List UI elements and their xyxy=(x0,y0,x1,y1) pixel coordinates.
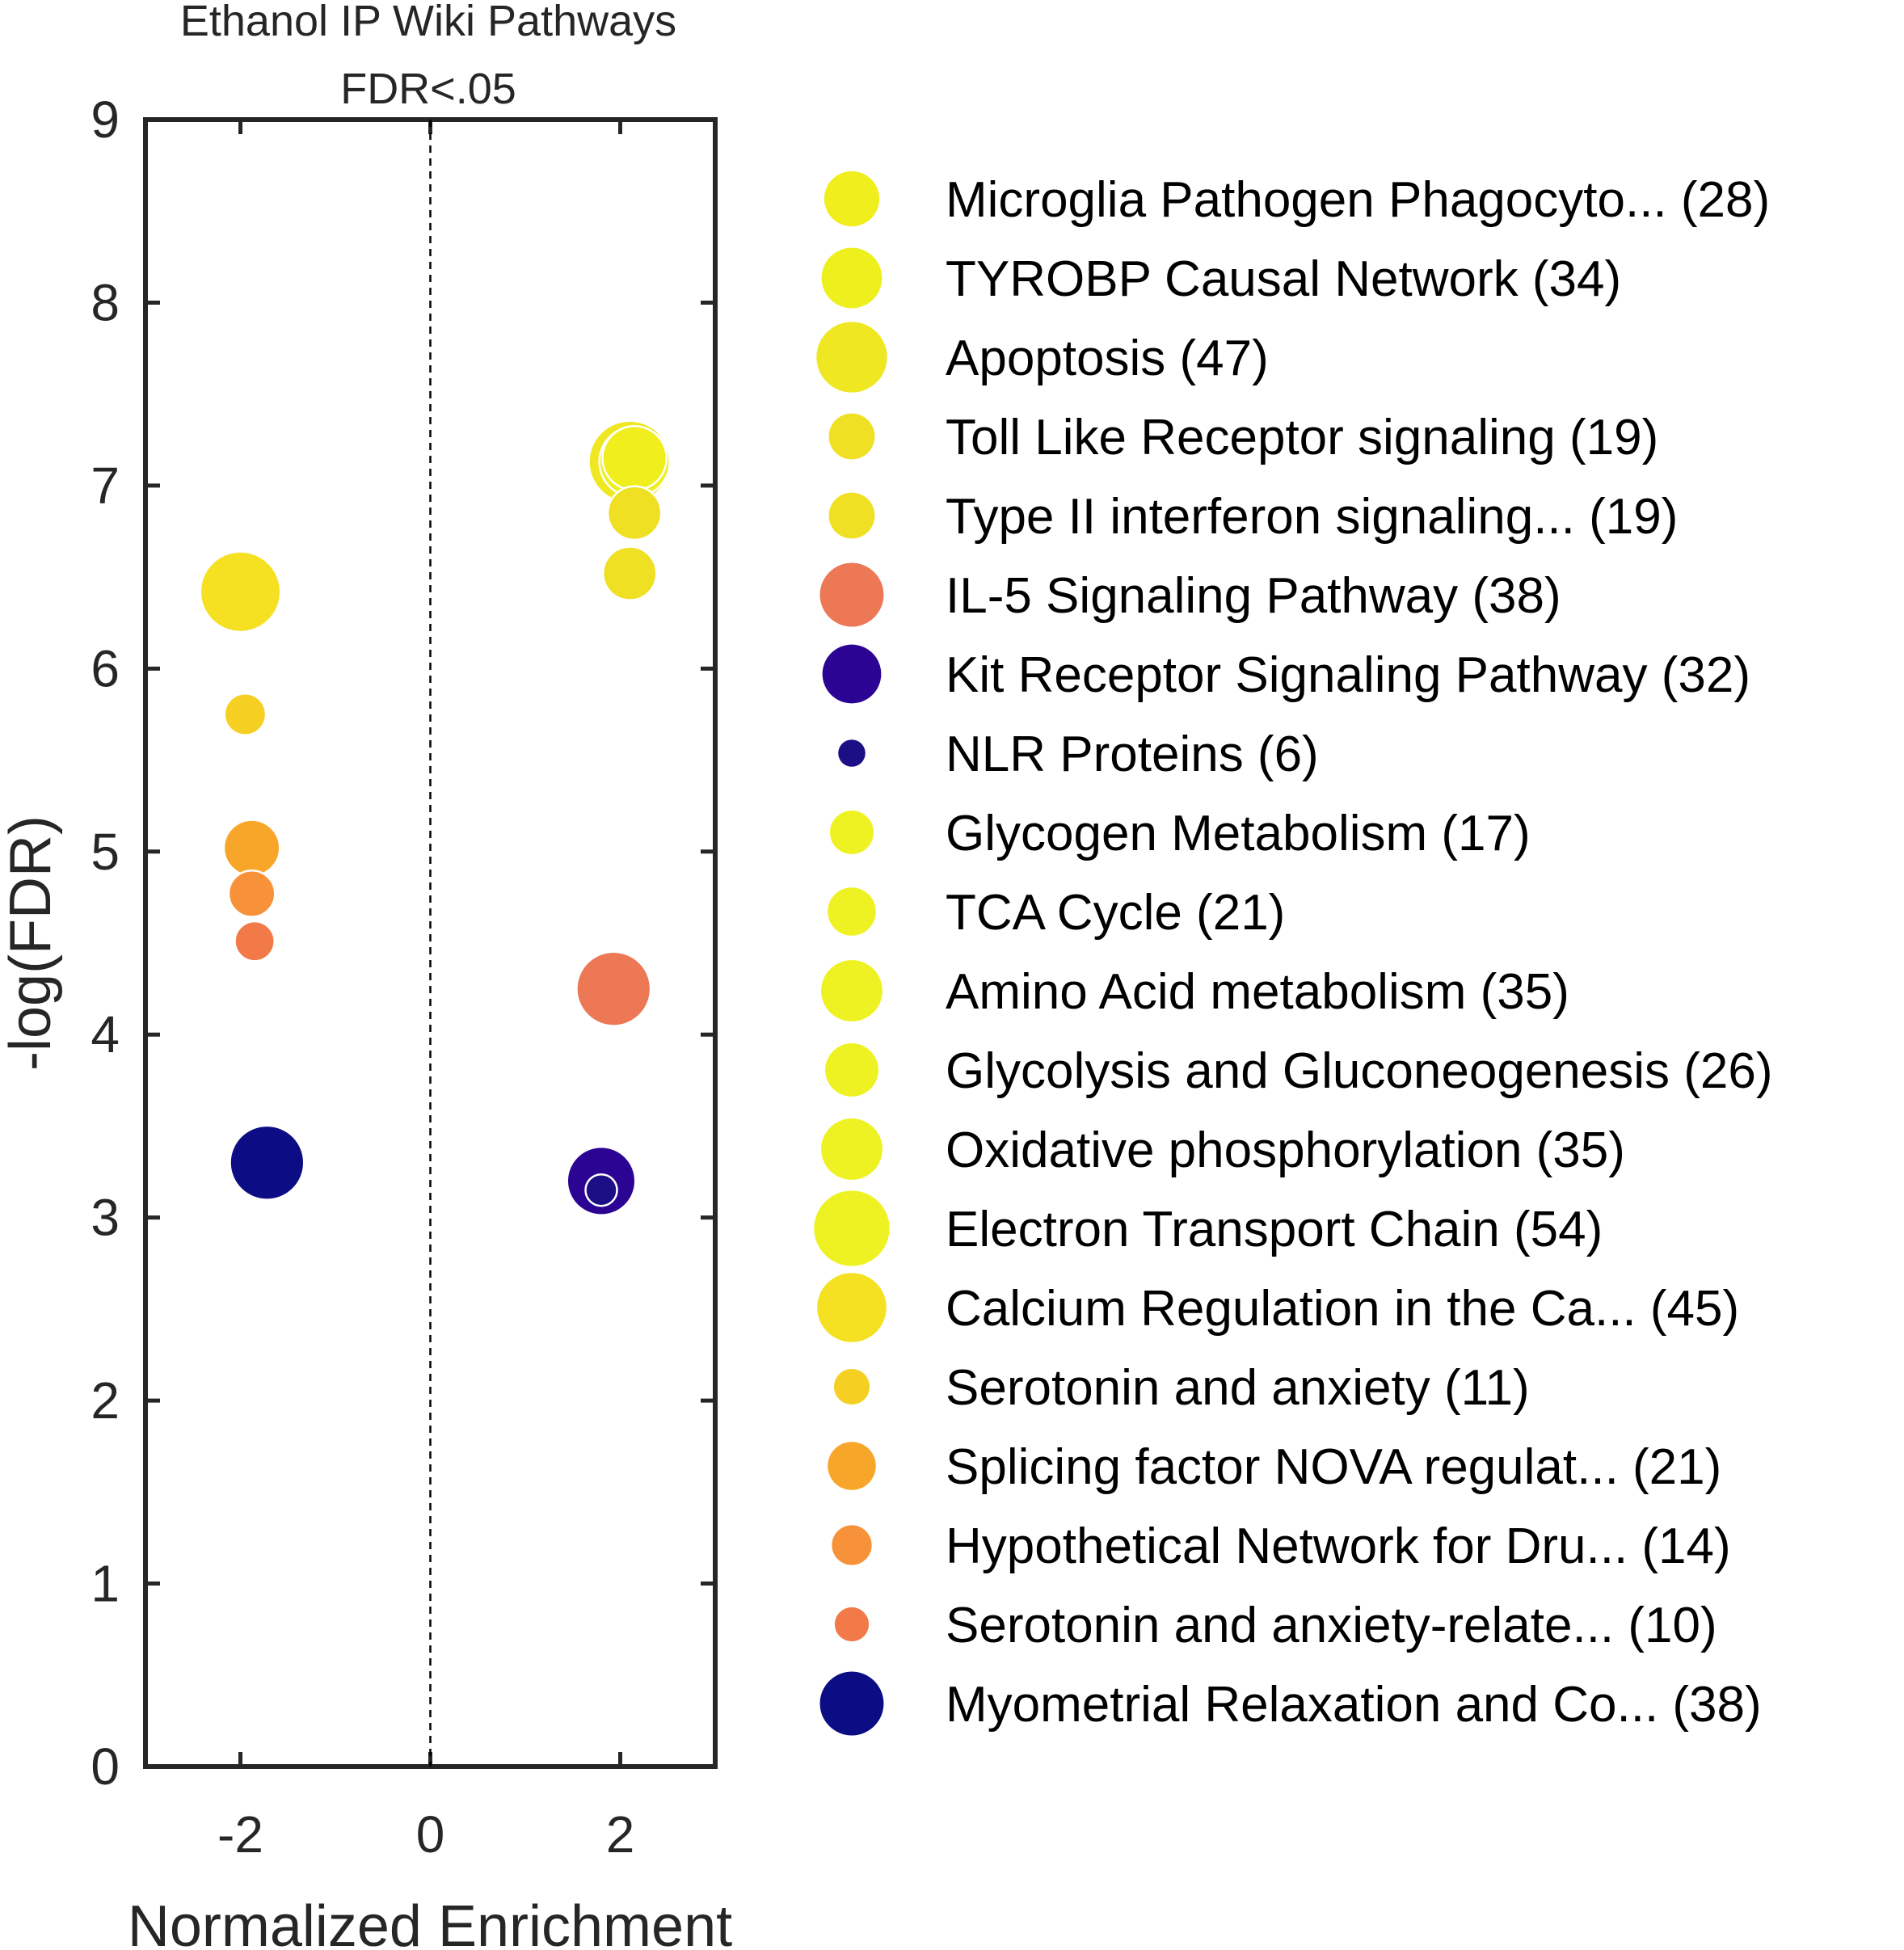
data-point xyxy=(601,545,658,601)
legend-marker xyxy=(828,1442,876,1490)
legend-label: Microglia Pathogen Phagocyto... (28) xyxy=(946,172,1770,228)
legend-label: Electron Transport Chain (54) xyxy=(946,1202,1603,1257)
legend-label: Glycogen Metabolism (17) xyxy=(946,806,1531,861)
legend-marker xyxy=(825,1043,878,1097)
data-point xyxy=(223,693,267,736)
legend-label: NLR Proteins (6) xyxy=(946,727,1319,782)
y-tick-label: 1 xyxy=(91,1555,120,1613)
x-axis-label: Normalized Enrichment xyxy=(128,1894,732,1950)
legend-label: Toll Like Receptor signaling (19) xyxy=(946,410,1658,465)
legend-label: Apoptosis (47) xyxy=(946,331,1269,386)
data-point xyxy=(229,1124,305,1201)
y-tick-label: 7 xyxy=(91,457,120,515)
legend-label: Myometrial Relaxation and Co... (38) xyxy=(946,1677,1762,1733)
legend-label: Glycolysis and Gluconeogenesis (26) xyxy=(946,1043,1773,1099)
legend-marker xyxy=(828,492,875,539)
legend-label: Type II interferon signaling... (19) xyxy=(946,489,1678,545)
legend-label: Serotonin and anxiety-relate... (10) xyxy=(946,1598,1717,1653)
y-tick-label: 6 xyxy=(91,639,120,697)
legend-marker xyxy=(834,1607,870,1642)
legend-marker xyxy=(833,1368,870,1405)
chart-title-line-1: Ethanol IP Wiki Pathways xyxy=(180,0,676,45)
data-point xyxy=(601,425,668,491)
legend: Microglia Pathogen Phagocyto... (28) TYRO… xyxy=(814,171,1773,1736)
y-tick-label: 0 xyxy=(91,1737,120,1796)
legend-label: Serotonin and anxiety (11) xyxy=(946,1360,1530,1416)
legend-marker xyxy=(824,171,880,227)
legend-marker xyxy=(832,1525,872,1565)
legend-marker xyxy=(817,1273,887,1342)
legend-label: Hypothetical Network for Dru... (14) xyxy=(946,1518,1731,1574)
x-tick-label: 0 xyxy=(416,1805,445,1864)
legend-marker xyxy=(814,1190,890,1266)
legend-marker xyxy=(828,887,876,936)
legend-label: Calcium Regulation in the Ca... (45) xyxy=(946,1281,1739,1337)
legend-marker xyxy=(828,413,875,460)
legend-marker xyxy=(822,644,882,704)
data-point xyxy=(606,485,663,541)
y-tick-label: 8 xyxy=(91,273,120,331)
legend-marker xyxy=(821,247,882,309)
legend-label: Oxidative phosphorylation (35) xyxy=(946,1122,1625,1178)
legend-marker xyxy=(838,739,866,767)
y-tick-label: 5 xyxy=(91,823,120,881)
data-point xyxy=(234,920,276,962)
chart-title-line-2: FDR<.05 xyxy=(340,65,516,113)
legend-label: TCA Cycle (21) xyxy=(946,885,1285,941)
legend-label: Kit Receptor Signaling Pathway (32) xyxy=(946,647,1750,703)
legend-marker xyxy=(830,811,874,854)
legend-label: Splicing factor NOVA regulat... (21) xyxy=(946,1439,1721,1495)
legend-marker xyxy=(821,960,882,1021)
x-tick-labels: -2 0 2 xyxy=(217,1805,634,1864)
data-point xyxy=(222,819,281,878)
y-tick-label: 9 xyxy=(91,91,120,149)
y-axis-label: -log(FDR) xyxy=(0,815,63,1071)
x-tick-label: 2 xyxy=(606,1805,635,1864)
y-tick-label: 3 xyxy=(91,1189,120,1247)
legend-label: TYROBP Causal Network (34) xyxy=(946,251,1621,307)
legend-marker xyxy=(821,1118,882,1180)
legend-marker xyxy=(816,322,887,393)
data-point xyxy=(227,869,276,918)
legend-marker xyxy=(819,1671,884,1736)
data-point xyxy=(575,950,652,1027)
data-point xyxy=(584,1173,618,1207)
x-tick-label: -2 xyxy=(217,1805,263,1864)
y-tick-label: 2 xyxy=(91,1371,120,1430)
y-tick-labels: 0 1 2 3 4 5 6 7 8 9 xyxy=(91,91,120,1796)
legend-label: Amino Acid metabolism (35) xyxy=(946,964,1569,1020)
data-point xyxy=(199,550,282,634)
legend-label: IL-5 Signaling Pathway (38) xyxy=(946,568,1561,624)
y-tick-label: 4 xyxy=(91,1005,120,1063)
data-points xyxy=(199,419,672,1216)
legend-marker xyxy=(819,562,884,627)
